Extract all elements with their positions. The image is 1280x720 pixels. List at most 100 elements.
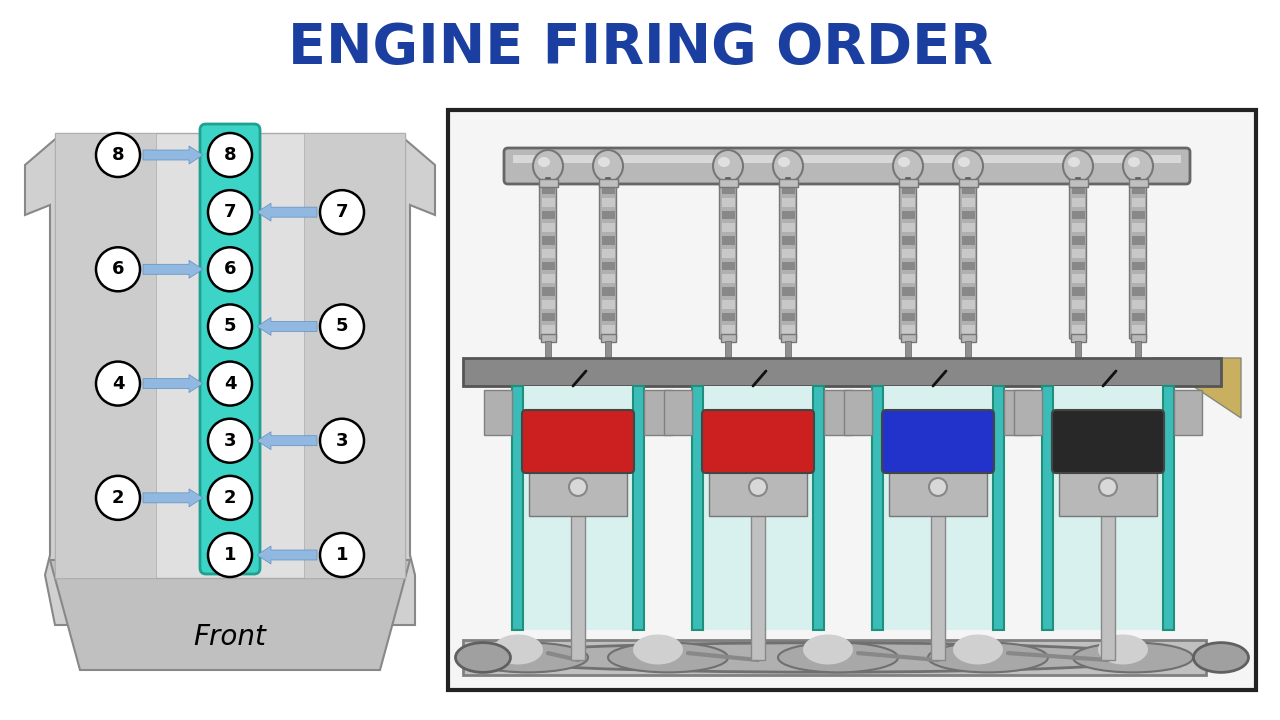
Bar bbox=[961, 198, 974, 207]
Bar bbox=[1071, 185, 1084, 194]
FancyArrow shape bbox=[143, 489, 204, 507]
Bar bbox=[961, 185, 974, 194]
Bar bbox=[722, 223, 735, 232]
Bar bbox=[634, 386, 644, 630]
FancyBboxPatch shape bbox=[960, 184, 977, 339]
Bar bbox=[901, 248, 914, 258]
Bar bbox=[782, 300, 795, 309]
Bar bbox=[1071, 236, 1084, 245]
Bar bbox=[602, 300, 614, 309]
Ellipse shape bbox=[598, 157, 611, 167]
Bar bbox=[541, 312, 554, 321]
Bar bbox=[931, 495, 945, 660]
Bar bbox=[782, 261, 795, 271]
Bar bbox=[901, 287, 914, 296]
Bar bbox=[901, 334, 915, 342]
Bar bbox=[901, 261, 914, 271]
Bar bbox=[541, 287, 554, 296]
Bar bbox=[1071, 223, 1084, 232]
Bar bbox=[1174, 390, 1202, 435]
Bar bbox=[1059, 461, 1157, 516]
FancyBboxPatch shape bbox=[1129, 184, 1147, 339]
Bar bbox=[1042, 386, 1053, 630]
Text: 1: 1 bbox=[224, 546, 237, 564]
Circle shape bbox=[749, 478, 767, 496]
Ellipse shape bbox=[954, 150, 983, 182]
Bar bbox=[961, 210, 974, 220]
Ellipse shape bbox=[773, 150, 803, 182]
Text: 2: 2 bbox=[111, 489, 124, 507]
Bar bbox=[899, 179, 918, 187]
Ellipse shape bbox=[718, 157, 730, 167]
Bar bbox=[539, 179, 558, 187]
Ellipse shape bbox=[481, 643, 1164, 672]
Bar bbox=[1132, 261, 1144, 271]
Text: 2: 2 bbox=[224, 489, 237, 507]
Bar bbox=[602, 248, 614, 258]
Ellipse shape bbox=[893, 150, 923, 182]
Bar bbox=[540, 334, 556, 342]
Bar bbox=[541, 185, 554, 194]
Bar bbox=[605, 341, 611, 359]
FancyBboxPatch shape bbox=[780, 184, 796, 339]
Bar bbox=[872, 386, 883, 630]
Bar bbox=[644, 390, 672, 435]
Bar bbox=[901, 223, 914, 232]
Circle shape bbox=[207, 533, 252, 577]
Circle shape bbox=[207, 476, 252, 520]
Bar bbox=[782, 325, 795, 334]
FancyArrow shape bbox=[257, 546, 317, 564]
Ellipse shape bbox=[532, 150, 563, 182]
Text: 8: 8 bbox=[111, 146, 124, 164]
Bar bbox=[1004, 390, 1032, 435]
FancyBboxPatch shape bbox=[701, 410, 814, 473]
Bar bbox=[721, 334, 736, 342]
Bar bbox=[1132, 300, 1144, 309]
Circle shape bbox=[96, 133, 140, 177]
Ellipse shape bbox=[713, 150, 742, 182]
Bar bbox=[599, 179, 617, 187]
Bar bbox=[1135, 341, 1140, 359]
Bar bbox=[781, 334, 795, 342]
Bar bbox=[778, 179, 797, 187]
Bar bbox=[463, 640, 1206, 675]
Bar bbox=[602, 261, 614, 271]
FancyArrow shape bbox=[257, 203, 317, 221]
Circle shape bbox=[207, 361, 252, 405]
Circle shape bbox=[96, 361, 140, 405]
FancyArrow shape bbox=[257, 318, 317, 336]
Bar bbox=[782, 223, 795, 232]
Bar bbox=[782, 198, 795, 207]
Bar bbox=[1132, 223, 1144, 232]
Bar bbox=[541, 210, 554, 220]
Ellipse shape bbox=[493, 634, 543, 665]
Bar bbox=[960, 334, 975, 342]
Bar bbox=[1132, 312, 1144, 321]
Text: Front: Front bbox=[193, 623, 266, 651]
Circle shape bbox=[320, 305, 364, 348]
Text: 6: 6 bbox=[111, 261, 124, 279]
FancyBboxPatch shape bbox=[200, 124, 260, 574]
Bar bbox=[813, 386, 824, 630]
Bar bbox=[782, 185, 795, 194]
Polygon shape bbox=[1151, 358, 1242, 418]
Bar bbox=[722, 312, 735, 321]
Bar bbox=[1071, 261, 1084, 271]
Polygon shape bbox=[1156, 358, 1242, 675]
Bar bbox=[602, 210, 614, 220]
FancyBboxPatch shape bbox=[539, 184, 557, 339]
FancyBboxPatch shape bbox=[1052, 410, 1164, 473]
Circle shape bbox=[207, 133, 252, 177]
Bar bbox=[484, 390, 512, 435]
Bar bbox=[703, 386, 813, 630]
Bar bbox=[1071, 274, 1084, 283]
Bar bbox=[905, 341, 911, 359]
Bar bbox=[722, 198, 735, 207]
FancyArrow shape bbox=[257, 432, 317, 450]
Bar bbox=[602, 312, 614, 321]
Bar bbox=[463, 358, 1221, 386]
Circle shape bbox=[207, 190, 252, 234]
Bar bbox=[602, 274, 614, 283]
Bar bbox=[513, 155, 1181, 163]
FancyBboxPatch shape bbox=[599, 184, 617, 339]
